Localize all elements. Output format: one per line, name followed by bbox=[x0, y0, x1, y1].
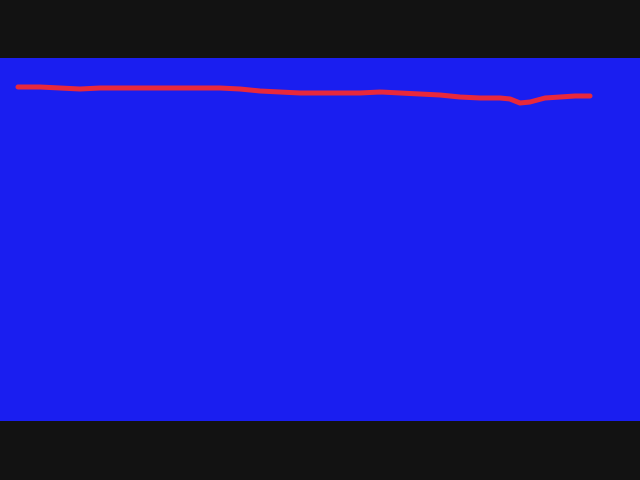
freehand-stroke bbox=[15, 84, 593, 106]
letterbox-top-bar bbox=[0, 0, 640, 58]
drawing-canvas[interactable] bbox=[0, 58, 640, 421]
letterbox-bottom-bar bbox=[0, 421, 640, 480]
